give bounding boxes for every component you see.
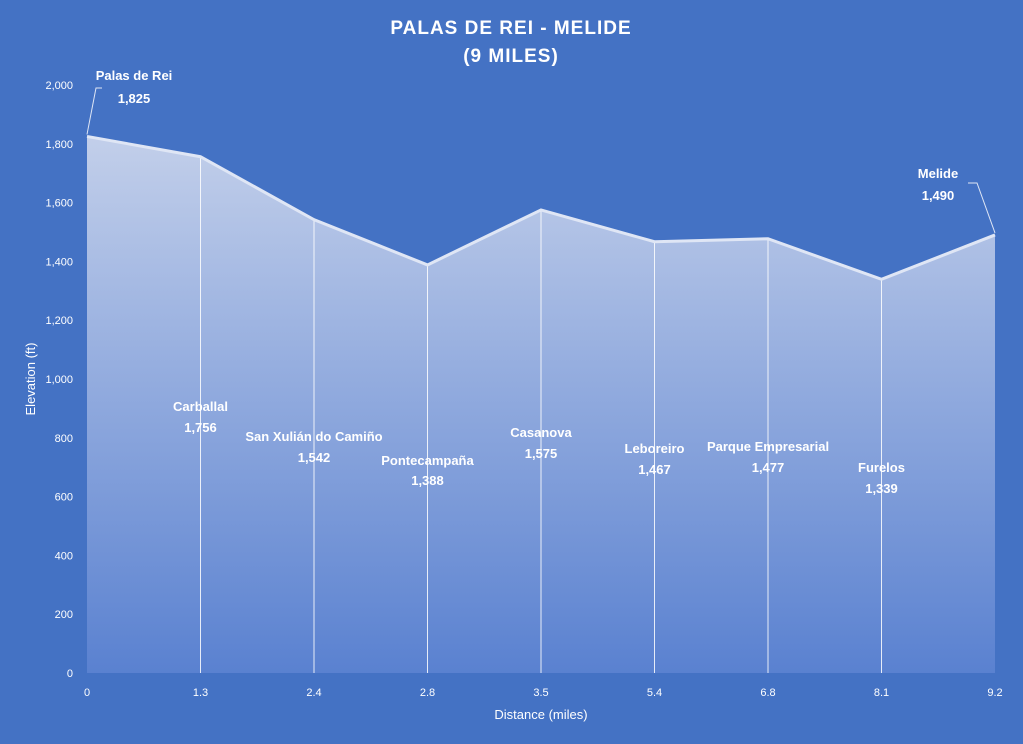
data-label-name: Casanova [510,425,572,440]
data-label-name: San Xulián do Camiño [245,429,382,444]
plot-area: 0 200 400 600 800 1,000 1,200 1,400 1,600 1,800 2,… [45,68,1002,699]
x-tick-label: 8.1 [874,687,889,699]
data-label-value: 1,756 [184,420,217,435]
x-tick-label: 2.4 [306,687,321,699]
x-tick-label: 9.2 [987,687,1002,699]
leader-line [968,182,996,234]
data-label-name: Melide [918,166,958,181]
data-label-value: 1,388 [411,473,444,488]
data-label-value: 1,542 [298,450,331,465]
y-tick-label: 1,800 [45,139,73,151]
elevation-line [86,134,996,281]
data-label-value: 1,575 [525,446,558,461]
x-tick-label: 1.3 [193,687,208,699]
x-tick-label: 2.8 [420,687,435,699]
leader-line [86,87,102,135]
y-tick-label: 400 [55,550,73,562]
chart-title-line-2: (9 MILES) [463,46,559,67]
y-tick-label: 1,400 [45,256,73,268]
x-tick-label: 3.5 [533,687,548,699]
y-tick-label: 1,200 [45,315,73,327]
data-label-name: Leboreiro [625,441,685,456]
x-tick-label: 5.4 [647,687,662,699]
data-label-name: Pontecampaña [381,453,474,468]
y-tick-label: 200 [55,609,73,621]
data-label-value: 1,467 [638,462,671,477]
x-tick-label: 0 [84,687,90,699]
data-label-value: 1,825 [118,91,151,106]
y-tick-label: 1,600 [45,198,73,210]
y-tick-label: 600 [55,492,73,504]
data-label-name: Furelos [858,460,905,475]
data-label-value: 1,490 [922,188,955,203]
y-tick-label: 800 [55,433,73,445]
data-label-value: 1,477 [752,460,785,475]
data-label-name: Carballal [173,399,228,414]
x-axis-title: Distance (miles) [494,707,587,722]
y-axis-title: Elevation (ft) [23,343,38,416]
y-tick-label: 2,000 [45,80,73,92]
y-tick-label: 0 [67,668,73,680]
data-label-name: Palas de Rei [96,68,173,83]
x-tick-label: 6.8 [760,687,775,699]
data-label-value: 1,339 [865,481,898,496]
data-label-name: Parque Empresarial [707,439,829,454]
chart-title-line-1: PALAS DE REI - MELIDE [390,18,631,39]
y-tick-label: 1,000 [45,374,73,386]
